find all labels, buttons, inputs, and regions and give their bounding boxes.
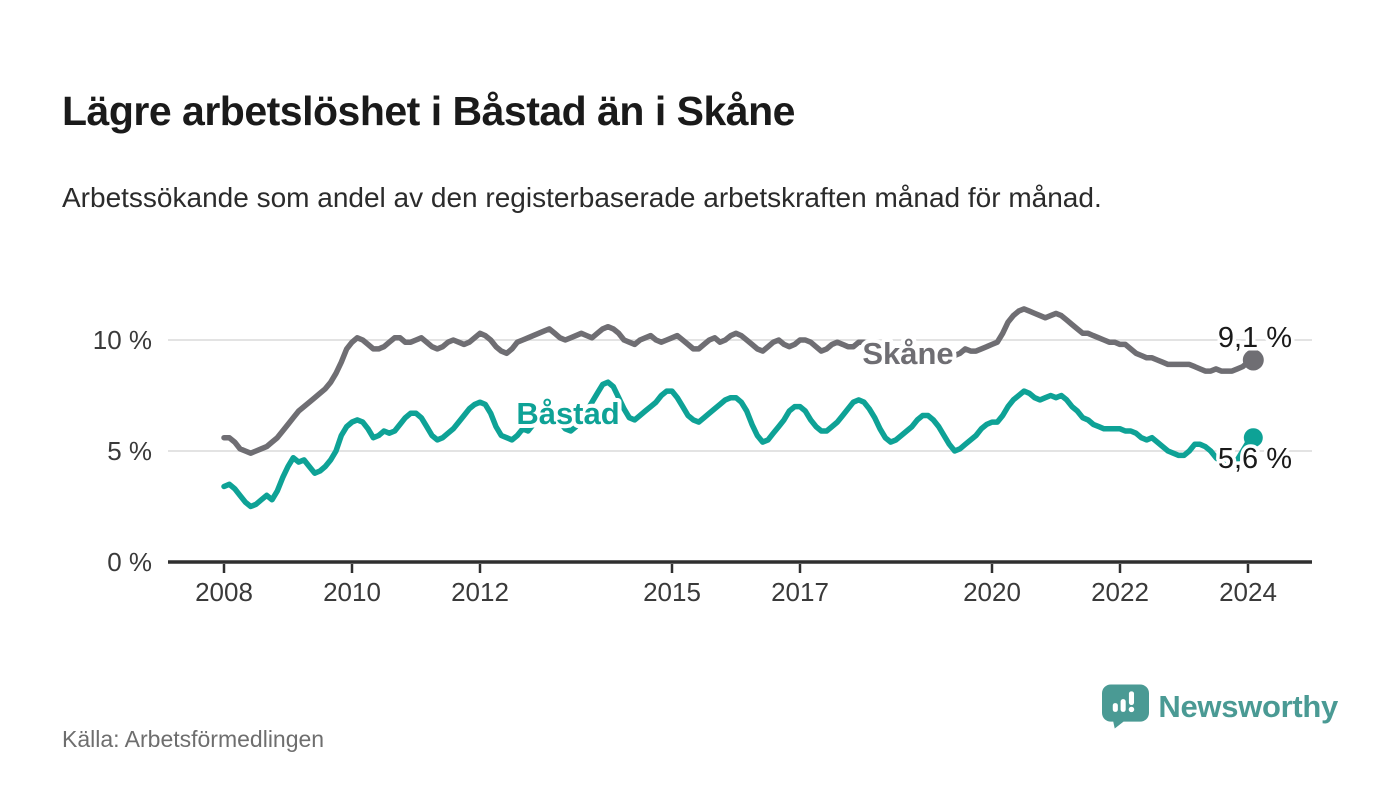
x-tick-label: 2012 bbox=[451, 577, 509, 607]
line-bastad bbox=[221, 379, 1257, 510]
y-tick-label: 5 % bbox=[107, 436, 152, 466]
brand-name: Newsworthy bbox=[1158, 688, 1338, 724]
x-tick-label: 2017 bbox=[771, 577, 829, 607]
end-value-skane: 9,1 % bbox=[1218, 322, 1292, 354]
series-label-skane: Skåne bbox=[862, 336, 953, 371]
y-tick-label: 10 % bbox=[93, 325, 152, 355]
bar-chart-bubble-icon bbox=[1102, 684, 1150, 729]
x-tick-label: 2024 bbox=[1219, 577, 1277, 607]
x-tick-label: 2020 bbox=[963, 577, 1021, 607]
source-note: Källa: Arbetsförmedlingen bbox=[62, 726, 325, 752]
end-dot-bastad bbox=[1243, 428, 1263, 448]
x-axis-labels: 2008 2010 2012 2015 2017 2020 2022 2024 bbox=[195, 577, 1277, 607]
y-axis-labels: 0 % 5 % 10 % bbox=[93, 325, 152, 577]
x-tick-label: 2022 bbox=[1091, 577, 1149, 607]
newsworthy-logo: Newsworthy bbox=[1102, 684, 1338, 729]
y-tick-label: 0 % bbox=[107, 547, 152, 577]
x-axis bbox=[168, 560, 1312, 573]
page-subtitle: Arbetssökande som andel av den registerb… bbox=[62, 182, 1102, 213]
end-value-bastad: 5,6 % bbox=[1218, 443, 1292, 475]
x-tick-label: 2015 bbox=[643, 577, 701, 607]
page-title: Lägre arbetslöshet i Båstad än i Skåne bbox=[62, 88, 795, 135]
series-lines bbox=[221, 306, 1264, 510]
series-label-bastad: Båstad bbox=[516, 396, 619, 431]
x-tick-label: 2008 bbox=[195, 577, 253, 607]
x-tick-label: 2010 bbox=[323, 577, 381, 607]
end-dot-skane bbox=[1242, 349, 1264, 371]
line-skane bbox=[221, 306, 1257, 456]
